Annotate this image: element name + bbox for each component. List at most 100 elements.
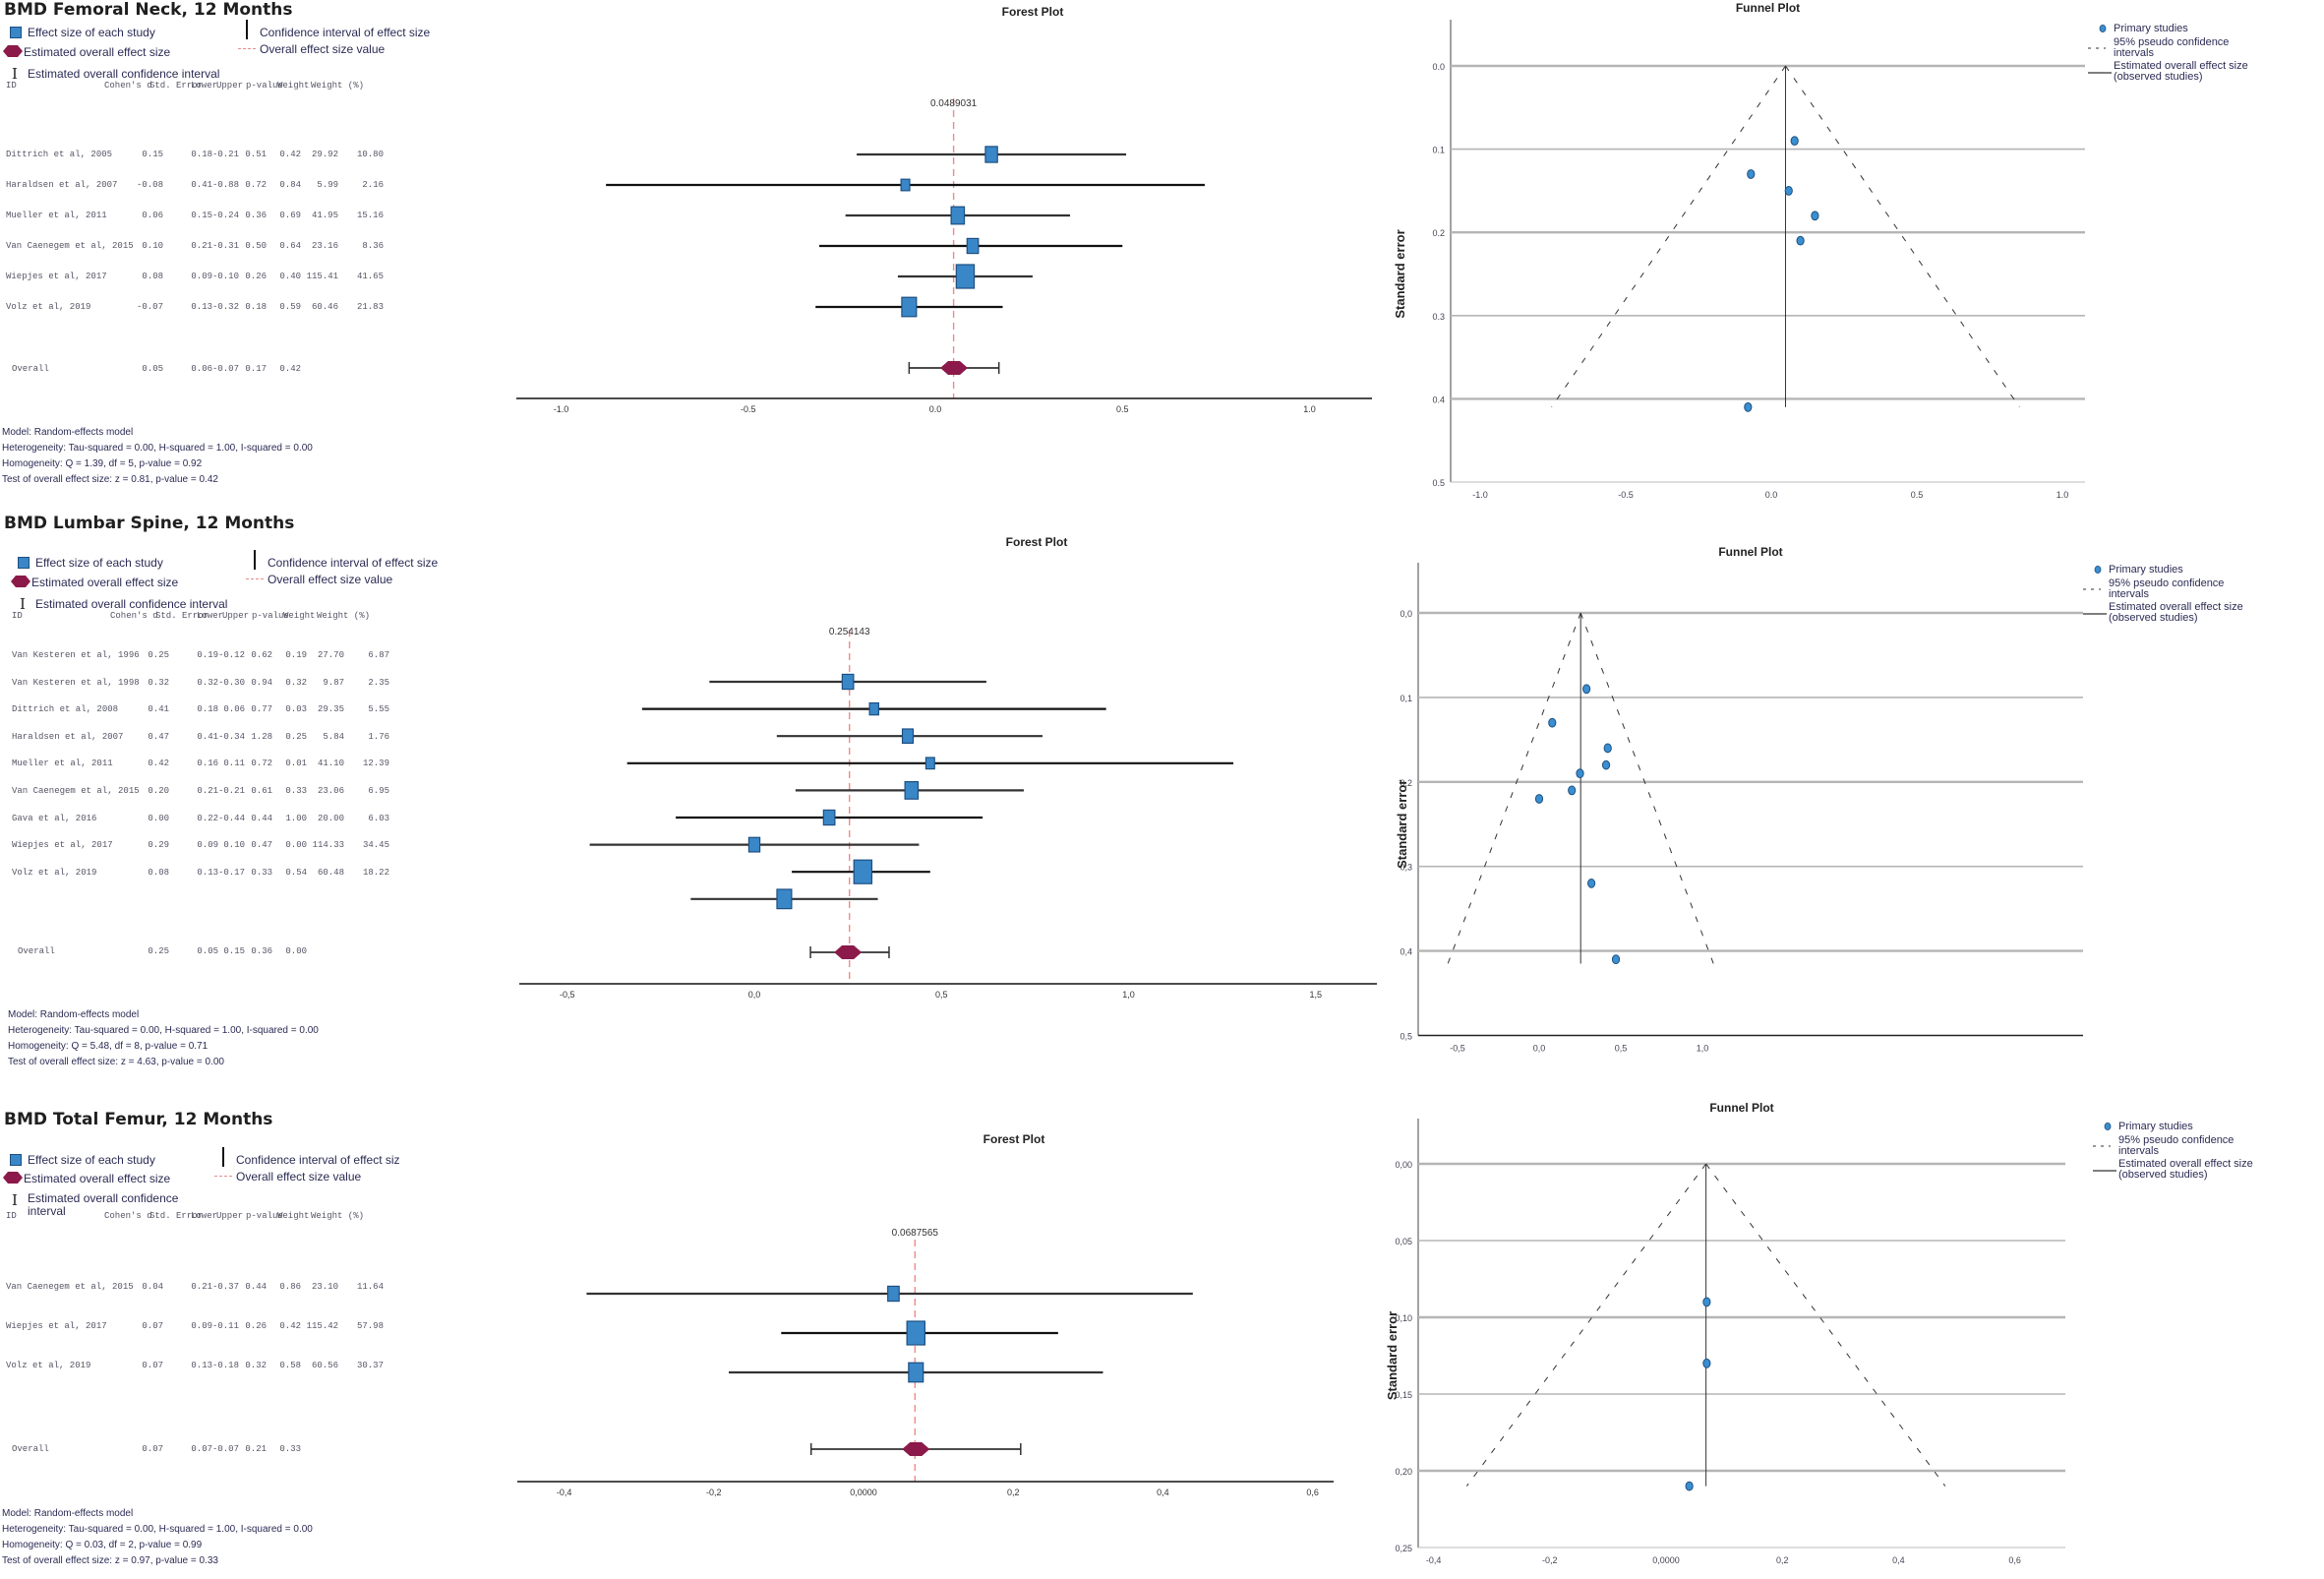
table-header-cell: Weight (%)	[311, 81, 365, 91]
table-cell: 0.42	[279, 364, 301, 374]
x-tick-label: -1.0	[554, 404, 569, 414]
y-tick-label: 0,4	[1400, 947, 1412, 957]
table-cell: 115.42	[306, 1321, 338, 1331]
table-cell: 0.41	[191, 180, 212, 190]
study-point	[1702, 1297, 1711, 1307]
table-cell: Mueller et al, 2011	[12, 759, 113, 769]
effect-size-marker	[984, 146, 998, 163]
legend-item-overall-ci: I Estimated overall confidence interval	[6, 65, 220, 83]
stats-test: Test of overall effect size: z = 4.63, p…	[8, 1057, 224, 1067]
x-tick-label: 1.0	[1303, 404, 1316, 414]
study-mark	[729, 1362, 1103, 1383]
table-row: Van Caenegem et al, 2015 0.20 0.21 -0.21 0.6…	[12, 786, 405, 798]
table-cell: 6.95	[368, 786, 389, 796]
study-mark	[606, 178, 1205, 192]
table-cell: Haraldsen et al, 2007	[12, 731, 124, 742]
table-cell: 1.76	[368, 731, 389, 742]
table-cell: 0.10	[142, 241, 163, 251]
table-cell: 0.32	[285, 677, 307, 688]
table-cell: -0.10	[211, 272, 239, 281]
effect-size-marker	[966, 237, 980, 255]
pseudo-ci-right	[1579, 612, 1714, 964]
legend-item-overall-ci: I Estimated overall confidence interval	[14, 595, 227, 613]
table-cell: 0.05	[197, 946, 218, 956]
study-mark	[857, 146, 1127, 163]
table-cell: 9.87	[323, 677, 344, 688]
table-header-cell: Std. Error	[149, 1211, 204, 1221]
legend-item-overall-value: Overall effect size value	[238, 42, 385, 56]
table-cell: -0.17	[217, 867, 245, 878]
stats-test: Test of overall effect size: z = 0.97, p…	[2, 1555, 218, 1566]
table-cell: 0.41	[148, 704, 169, 715]
table-cell: 0.26	[245, 272, 267, 281]
table-cell: 0.07	[142, 1444, 163, 1454]
study-mark	[792, 859, 930, 884]
table-cell: Mueller et al, 2011	[6, 211, 107, 220]
table-cell: 2.16	[362, 180, 384, 190]
table-row: Volz et al, 2019 0.07 0.13 -0.18 0.32 0.58 60.…	[6, 1361, 399, 1372]
table-cell: -0.88	[211, 180, 239, 190]
i-beam-icon: I	[12, 1191, 18, 1209]
effect-size-marker	[904, 781, 920, 800]
table-cell: 0.09	[197, 840, 218, 851]
table-cell: 0.18	[191, 150, 212, 159]
table-header-cell: Weight	[277, 81, 310, 91]
y-tick-label: 0,0	[1400, 609, 1412, 619]
table-cell: Dittrich et al, 2005	[6, 150, 113, 159]
table-cell: 0.15	[191, 211, 212, 220]
table-cell: 0.36	[251, 946, 272, 956]
table-row: Van Caenegem et al, 2015 0.04 0.21 -0.37 0.4…	[6, 1282, 399, 1294]
table-cell: 0.11	[223, 759, 245, 769]
table-header-cell: Cohen's d	[110, 611, 158, 621]
table-cell: 41.95	[311, 211, 338, 220]
legend-label: Estimated overall effect size (observed s…	[2118, 1158, 2253, 1181]
table-cell: 0.18	[197, 704, 218, 715]
table-cell: 0.77	[251, 704, 272, 715]
table-cell: 20.00	[317, 813, 344, 823]
table-cell: 5.55	[368, 704, 389, 715]
table-cell: 0.32	[197, 677, 218, 688]
i-beam-icon: I	[20, 595, 26, 613]
table-row: Volz et al, 2019 0.08 0.13 -0.17 0.33 0.54 60.…	[12, 868, 405, 880]
table-header-cell: Weight (%)	[311, 1211, 365, 1221]
effect-size-marker	[924, 757, 935, 770]
legend-label: 95% pseudo confidence intervals	[2109, 577, 2224, 600]
x-tick-label: -0,2	[706, 1488, 722, 1497]
study-mark	[626, 757, 1234, 770]
model-stats: Model: Random-effects model Heterogeneit…	[2, 1506, 313, 1569]
x-tick-label: -0,4	[1426, 1555, 1442, 1565]
table-cell: -0.24	[211, 211, 239, 220]
table-header-cell: Weight	[283, 611, 316, 621]
table-row: Van Caenegem et al, 2015 0.10 0.21 -0.31 0.5…	[6, 241, 399, 253]
x-tick-label: 0,2	[1776, 1555, 1789, 1565]
x-tick-label: 0,5	[935, 990, 948, 1000]
table-cell: 0.61	[251, 786, 272, 796]
effect-size-marker	[853, 859, 873, 884]
table-cell: 11.64	[356, 1282, 384, 1292]
legend-label: Confidence interval of effect size	[268, 556, 439, 570]
x-tick-label: 0.0	[1765, 490, 1778, 500]
legend-label: Estimated overall confidence interval	[28, 67, 220, 81]
study-point	[1784, 186, 1793, 196]
effect-size-marker	[950, 206, 966, 225]
x-tick-label: 0,0	[748, 990, 761, 1000]
stats-heterogeneity: Heterogeneity: Tau-squared = 0.00, H-squ…	[2, 443, 313, 454]
table-cell: 0.32	[148, 677, 169, 688]
legend-label: 95% pseudo confidence intervals	[2118, 1134, 2234, 1157]
study-mark	[709, 673, 986, 691]
table-cell: 41.65	[356, 272, 384, 281]
table-cell: 1.28	[251, 731, 272, 742]
table-cell: 0.10	[223, 840, 245, 851]
y-tick-label: 0,5	[1400, 1032, 1412, 1042]
legend-label: Overall effect size value	[268, 573, 393, 586]
table-cell: 115.41	[306, 272, 338, 281]
study-point	[1747, 169, 1756, 179]
table-cell: Van Kesteren et al, 1996	[12, 650, 140, 660]
table-cell: 0.03	[285, 704, 307, 715]
table-header-cell: Weight	[277, 1211, 310, 1221]
study-mark	[819, 237, 1123, 255]
table-cell: Wiepjes et al, 2017	[6, 1321, 107, 1331]
square-marker-icon	[6, 1153, 28, 1167]
table-cell: 0.09	[191, 1321, 212, 1331]
